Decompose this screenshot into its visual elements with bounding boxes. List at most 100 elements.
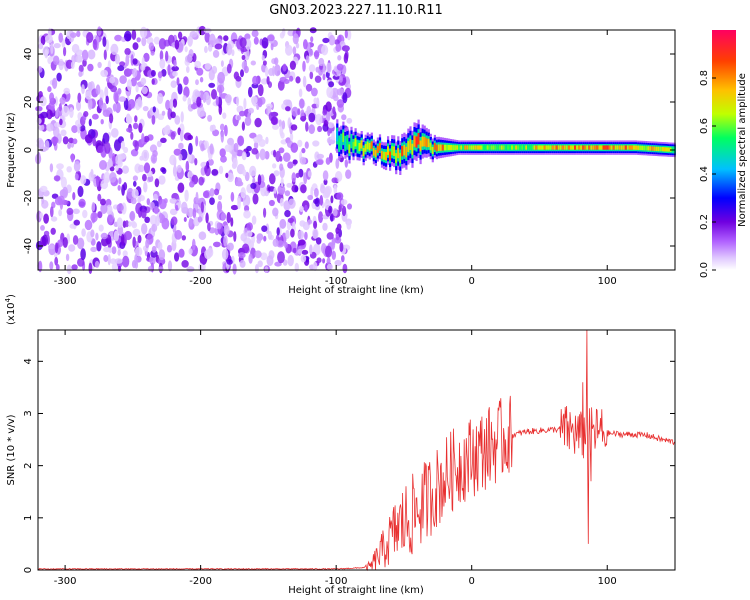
noise-cell <box>207 222 211 232</box>
noise-cell <box>279 218 287 229</box>
noise-cell <box>163 198 168 204</box>
noise-cell <box>295 172 300 179</box>
signal-cell <box>553 145 556 150</box>
signal-cell <box>628 145 632 150</box>
noise-cell <box>134 115 138 123</box>
noise-cell <box>143 52 150 63</box>
noise-cell <box>87 82 93 91</box>
noise-cell <box>282 63 287 72</box>
noise-cell <box>174 229 183 240</box>
noise-cell <box>83 111 89 117</box>
signal-cell <box>559 145 562 150</box>
noise-cell <box>141 36 147 47</box>
signal-cell <box>376 145 379 154</box>
noise-cell <box>322 170 329 181</box>
noise-cell <box>273 187 277 194</box>
noise-cell <box>44 34 53 44</box>
noise-cell <box>111 262 118 271</box>
noise-cell <box>97 145 104 153</box>
signal-cell <box>346 137 349 147</box>
noise-cell <box>340 199 348 206</box>
noise-cell <box>278 147 285 154</box>
signal-cell <box>421 136 424 147</box>
noise-cell <box>36 118 42 124</box>
noise-cell <box>211 124 216 131</box>
noise-cell <box>135 84 139 93</box>
noise-cell <box>223 235 228 247</box>
noise-cell <box>96 175 100 188</box>
noise-cell <box>53 175 61 182</box>
noise-cell <box>124 48 131 56</box>
noise-cell <box>232 263 237 275</box>
noise-cell <box>327 122 335 129</box>
noise-cell <box>175 204 179 211</box>
noise-cell <box>226 211 231 224</box>
noise-cell <box>242 243 250 254</box>
noise-cell <box>132 58 138 65</box>
signal-cell <box>509 145 512 150</box>
noise-cell <box>287 217 294 224</box>
noise-cell <box>244 205 250 212</box>
x-tick-label: -200 <box>189 276 212 287</box>
noise-cell <box>171 65 179 72</box>
noise-cell <box>114 34 122 42</box>
figure-title: GN03.2023.227.11.10.R11 <box>269 3 443 18</box>
noise-cell <box>123 182 128 191</box>
noise-cell <box>187 134 193 141</box>
signal-cell <box>407 141 410 152</box>
noise-cell <box>312 140 320 147</box>
noise-cell <box>58 209 62 217</box>
noise-cell <box>326 263 333 271</box>
noise-cell <box>159 58 166 69</box>
noise-cell <box>107 214 114 226</box>
x-tick-label: 100 <box>598 576 617 587</box>
noise-cell <box>44 140 50 151</box>
noise-cell <box>305 121 309 132</box>
noise-cell <box>92 113 99 120</box>
noise-cell <box>310 36 314 43</box>
noise-cell <box>308 64 316 73</box>
noise-cell <box>264 150 270 160</box>
signal-cell <box>391 146 394 156</box>
noise-cell <box>137 196 142 204</box>
signal-cell <box>631 145 634 150</box>
noise-cell <box>326 232 334 240</box>
noise-cell <box>269 173 276 185</box>
noise-cell <box>264 66 269 77</box>
noise-cell <box>313 97 318 105</box>
noise-cell <box>46 109 53 120</box>
noise-cell <box>207 114 213 122</box>
noise-cell <box>150 70 156 77</box>
noise-cell <box>170 111 176 119</box>
noise-cell <box>291 172 297 183</box>
signal-cell <box>633 145 636 150</box>
noise-cell <box>139 155 144 161</box>
signal-cell <box>531 145 534 150</box>
noise-cell <box>126 127 133 133</box>
noise-cell <box>42 46 50 57</box>
signal-cell <box>588 145 591 150</box>
noise-cell <box>243 98 247 110</box>
noise-cell <box>195 135 199 147</box>
noise-cell <box>155 215 160 227</box>
signal-cell <box>338 138 341 149</box>
noise-cell <box>157 241 163 251</box>
noise-cell <box>169 98 174 110</box>
noise-cell <box>158 38 167 50</box>
noise-cell <box>197 216 203 223</box>
noise-cell <box>172 71 178 77</box>
noise-cell <box>187 152 192 163</box>
noise-cell <box>204 62 211 70</box>
noise-cell <box>178 142 184 150</box>
noise-cell <box>177 182 185 193</box>
noise-cell <box>300 115 307 122</box>
noise-cell <box>143 135 150 143</box>
noise-cell <box>50 227 56 235</box>
signal-cell <box>401 146 404 157</box>
noise-cell <box>248 86 253 98</box>
noise-cell <box>62 136 69 145</box>
noise-cell <box>284 190 291 197</box>
snr-y-ticks: 0 1 2 3 4 <box>23 358 675 573</box>
noise-cell <box>141 133 145 145</box>
